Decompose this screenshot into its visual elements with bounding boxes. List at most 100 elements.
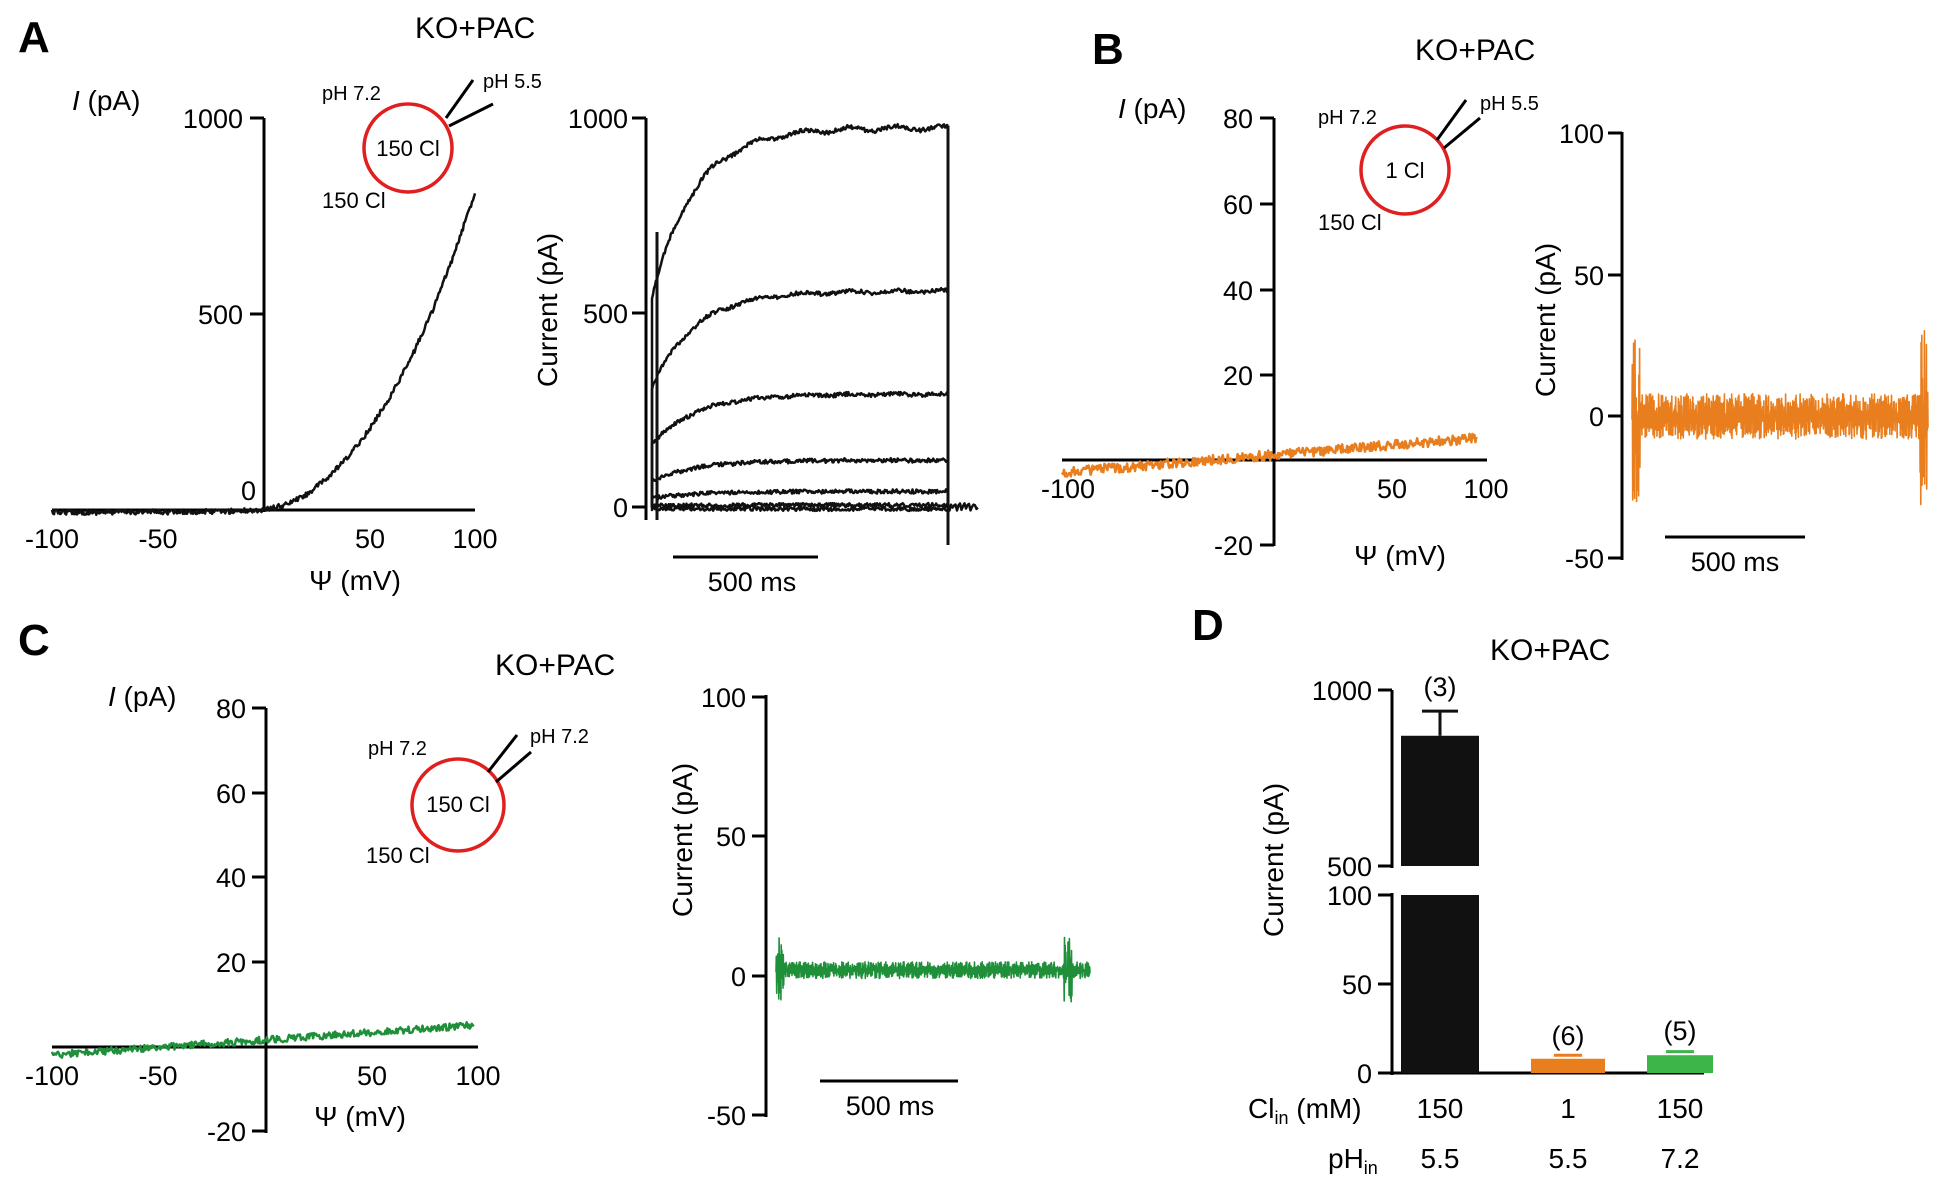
panel-letter-c: C <box>18 616 50 665</box>
chart-a-iv-xlabel: Ψ (mV) <box>309 565 401 596</box>
chart-c-iv-ylabel-rest: (pA) <box>116 681 177 712</box>
chart-c-traces-ytick-label-m50: -50 <box>707 1101 746 1131</box>
chart-a-iv-inset-pipette-ph: pH 5.5 <box>483 71 542 93</box>
chart-a-traces-series-7 <box>650 505 949 513</box>
chart-c-iv: KO+PAC I (pA) 80 60 40 20 -20 -100 -50 5… <box>25 649 615 1147</box>
chart-d-bar-row1-label-sub: in <box>1274 1108 1288 1128</box>
chart-d-bar-1-error <box>1422 709 1458 736</box>
chart-c-iv-ytick-label-20: 20 <box>216 948 246 978</box>
chart-c-iv-inset-outside: 150 Cl <box>366 843 430 868</box>
chart-a-iv-ylabel-italic: I <box>72 85 80 116</box>
chart-d-bar-3 <box>1647 1055 1713 1073</box>
chart-b-iv-ylabel-rest: (pA) <box>1126 93 1187 124</box>
chart-b-iv-inset-pipette-ph: pH 5.5 <box>1480 93 1539 115</box>
chart-a-traces-ytick-label-1000: 1000 <box>568 104 628 134</box>
panel-letter-b: B <box>1092 25 1124 74</box>
chart-d-bar-2 <box>1531 1058 1605 1073</box>
chart-d-bar-row1-label: Clin (mM) <box>1248 1093 1362 1128</box>
panel-letter-d: D <box>1192 601 1224 650</box>
chart-d-bar-row2-value-2: 5.5 <box>1549 1143 1588 1174</box>
chart-c-iv-xtick-label-m50: -50 <box>138 1061 177 1091</box>
chart-b-iv-inset-outside: 150 Cl <box>1318 210 1382 235</box>
chart-a-iv-inset-outside-ph: pH 7.2 <box>322 83 381 105</box>
chart-b-traces-scalebar-label: 500 ms <box>1691 547 1780 577</box>
chart-d-bar-row1-value-2: 1 <box>1560 1093 1576 1124</box>
chart-a-traces-series-5 <box>650 488 949 507</box>
chart-c-traces-ylabel: Current (pA) <box>667 763 698 917</box>
chart-c-iv-xtick-label-50: 50 <box>357 1061 387 1091</box>
chart-a-traces-tail <box>946 502 979 512</box>
chart-b-iv-ylabel: I (pA) <box>1118 93 1186 124</box>
chart-c-iv-series-iv <box>50 1021 475 1059</box>
chart-a-traces: Current (pA) 1000 500 0 500 ms <box>532 104 979 597</box>
chart-c-iv-ytick-label-m20: -20 <box>207 1117 246 1147</box>
chart-d-bar-ytick-label-1000: 1000 <box>1312 676 1372 706</box>
chart-a-traces-series-4 <box>650 456 949 507</box>
chart-d-bar-ytick-label-100: 100 <box>1327 881 1372 911</box>
chart-b-iv-xlabel: Ψ (mV) <box>1354 540 1446 571</box>
chart-b-iv-inset-pipette-1 <box>1435 99 1468 141</box>
chart-b-iv-xtick-label-50: 50 <box>1377 474 1407 504</box>
chart-a-traces-series-2 <box>650 286 950 507</box>
chart-a-iv-series-iv <box>50 193 477 517</box>
chart-c-iv-xlabel: Ψ (mV) <box>314 1101 406 1132</box>
chart-d-bar-1-lower <box>1401 895 1479 1073</box>
chart-d-bar-row2-value-1: 5.5 <box>1421 1143 1460 1174</box>
chart-a-iv-inset: pH 7.2 pH 5.5 150 Cl 150 Cl <box>322 71 542 213</box>
chart-b-iv-inset: pH 7.2 pH 5.5 1 Cl 150 Cl <box>1318 93 1539 235</box>
chart-d-bar-n-label-3: (5) <box>1664 1016 1697 1046</box>
chart-b-traces-series <box>1631 330 1929 506</box>
chart-a-iv-inset-cell <box>362 102 454 194</box>
chart-d-bar-n-label-2: (6) <box>1552 1021 1585 1051</box>
chart-a-iv-xtick-label-m50: -50 <box>138 524 177 554</box>
chart-c-traces-ytick-label-0: 0 <box>731 962 746 992</box>
chart-c-traces-scalebar-label: 500 ms <box>846 1091 935 1121</box>
chart-d-bar-ytick-label-500: 500 <box>1327 852 1372 882</box>
chart-c-traces: Current (pA) 100 50 0 -50 500 ms <box>667 683 1091 1131</box>
chart-a-iv-ytick-label-1000: 1000 <box>183 104 243 134</box>
chart-a-iv-ylabel: I (pA) <box>72 85 140 116</box>
chart-a-traces-ytick-label-0: 0 <box>613 493 628 523</box>
chart-d-bar-n-label-1: (3) <box>1424 672 1457 702</box>
chart-d-bar-ylabel: Current (pA) <box>1258 783 1289 937</box>
chart-a-traces-series-3 <box>650 390 950 507</box>
chart-d-bar-row1-label-unit: (mM) <box>1288 1093 1361 1124</box>
chart-c-traces-ytick-label-50: 50 <box>716 822 746 852</box>
chart-d-bar-bars <box>1401 709 1713 1073</box>
chart-b-iv-ytick-label-80: 80 <box>1223 104 1253 134</box>
chart-c-iv-ytick-label-80: 80 <box>216 694 246 724</box>
chart-a-iv-inset-inside: 150 Cl <box>376 136 440 161</box>
chart-b-iv-ytick-label-40: 40 <box>1223 276 1253 306</box>
chart-a-iv-ytick-label-500: 500 <box>198 300 243 330</box>
chart-a-iv-ylabel-rest: (pA) <box>80 85 141 116</box>
chart-c-iv-ytick-label-40: 40 <box>216 863 246 893</box>
chart-d-bar-title: KO+PAC <box>1490 634 1610 667</box>
chart-b-iv-inset-inside: 1 Cl <box>1385 158 1424 183</box>
chart-a-iv-inset-pipette-1 <box>444 79 475 119</box>
chart-b-iv-inset-pipette-2 <box>1443 116 1481 150</box>
chart-b-iv: KO+PAC I (pA) 80 60 40 20 -20 -100 -50 5… <box>1041 34 1539 571</box>
chart-c-iv-ylabel-italic: I <box>108 681 116 712</box>
chart-d-bar-1-upper <box>1401 735 1479 866</box>
chart-b-iv-ytick-label-20: 20 <box>1223 361 1253 391</box>
chart-b-iv-title: KO+PAC <box>1415 34 1535 67</box>
chart-b-iv-inset-outside-ph: pH 7.2 <box>1318 107 1377 129</box>
chart-b-iv-xtick-label-m100: -100 <box>1041 474 1095 504</box>
chart-d-bar-row2-label: pHin <box>1328 1143 1378 1178</box>
chart-a-traces-series-group <box>650 122 979 545</box>
chart-c-iv-title: KO+PAC <box>495 649 615 682</box>
chart-c-iv-inset-pipette-1 <box>486 734 519 773</box>
chart-b-iv-ytick-label-m20: -20 <box>1214 531 1253 561</box>
chart-b-traces-ytick-label-100: 100 <box>1559 119 1604 149</box>
chart-c-iv-inset: pH 7.2 pH 7.2 150 Cl 150 Cl <box>366 726 589 868</box>
chart-c-iv-inset-cell <box>410 757 506 853</box>
chart-d-bar-ytick-label-0: 0 <box>1357 1059 1372 1089</box>
chart-c-iv-inset-pipette-ph: pH 7.2 <box>530 726 589 748</box>
chart-d-bar-row2-label-main: pH <box>1328 1143 1364 1174</box>
chart-d-bar-row2-value-3: 7.2 <box>1661 1143 1700 1174</box>
chart-b-iv-xtick-label-100: 100 <box>1463 474 1508 504</box>
chart-c-traces-series <box>775 936 1091 1003</box>
chart-b-iv-ylabel-italic: I <box>1118 93 1126 124</box>
chart-c-iv-inset-inside: 150 Cl <box>426 792 490 817</box>
